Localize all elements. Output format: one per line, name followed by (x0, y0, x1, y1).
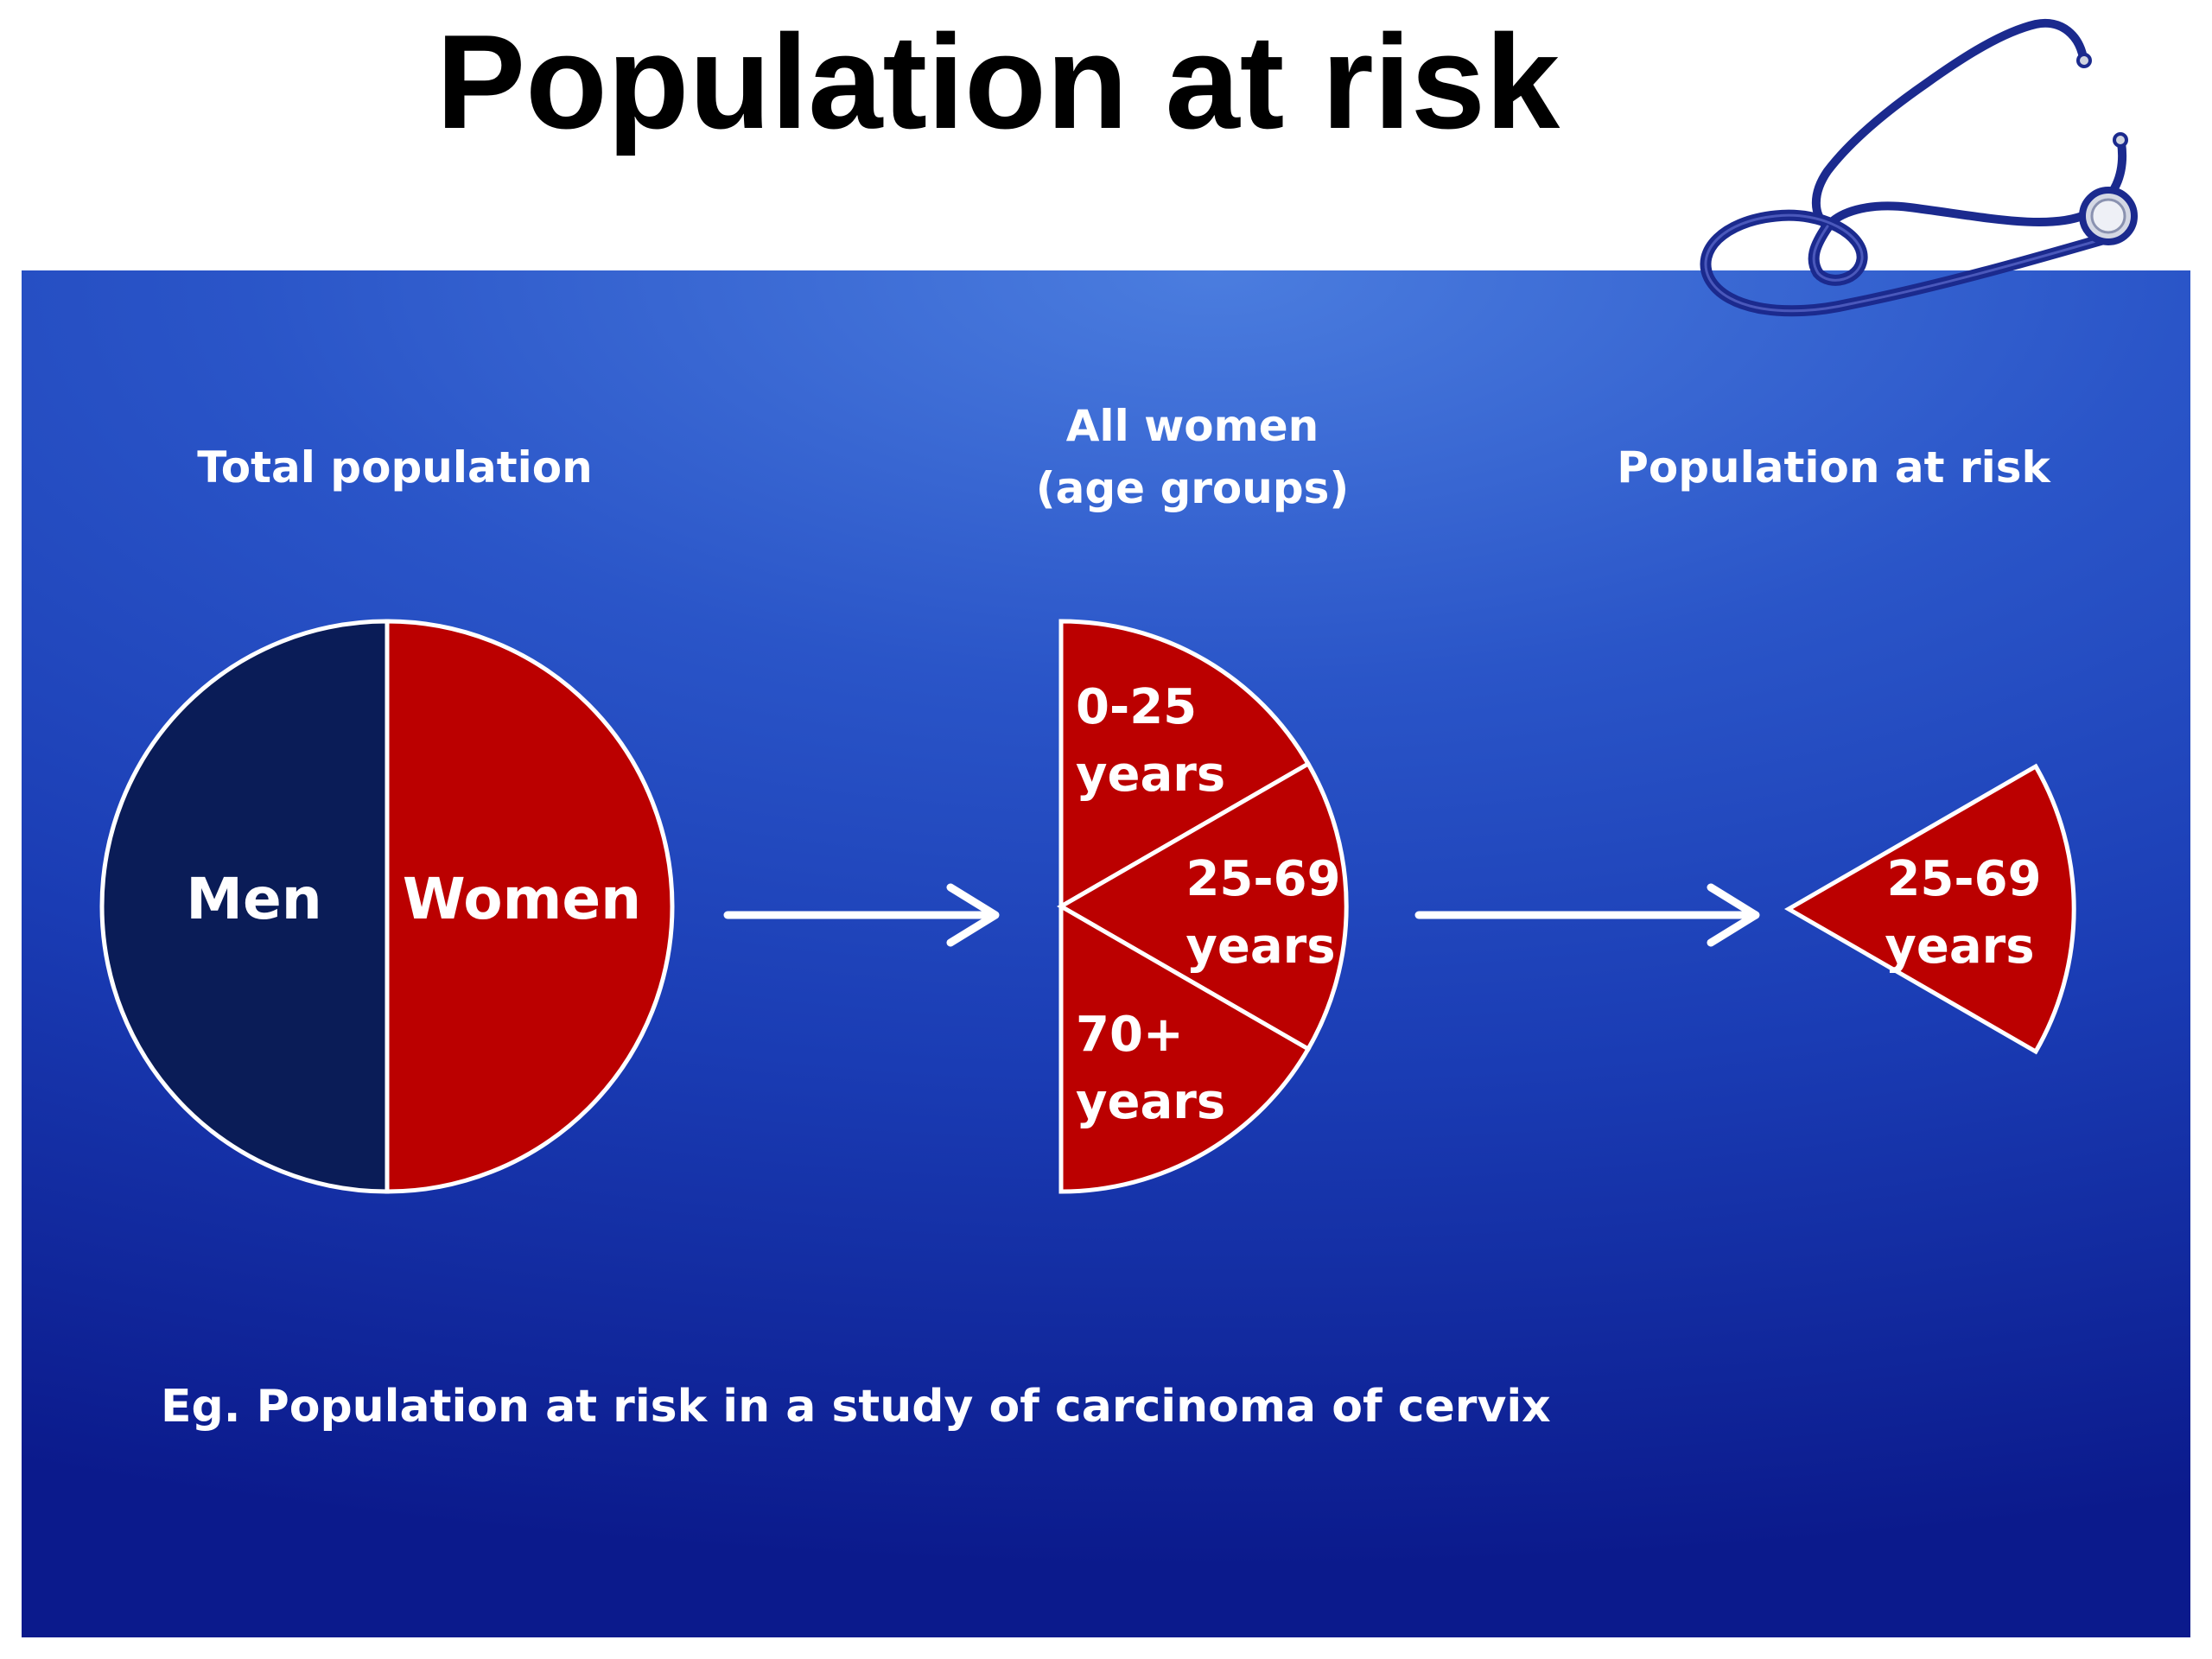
all-women-heading: All women (1066, 401, 1319, 451)
men-slice (99, 619, 390, 1194)
age-group-0-25-slice (1058, 619, 1312, 911)
age-group-70-plus-years: years (1076, 1074, 1225, 1130)
arrow-right-icon (723, 883, 1000, 947)
age-group-70-plus-slice (1058, 902, 1312, 1194)
example-note: Eg. Population at risk in a study of car… (161, 1381, 1551, 1433)
at-risk-25-69-label: 25-69 (1886, 851, 2041, 907)
total-population-pie: Men Women (99, 619, 675, 1194)
slide-title: Population at risk (435, 7, 1560, 156)
at-risk-25-69-years: years (1885, 918, 2034, 975)
total-population-heading: Total population (197, 442, 592, 493)
stethoscope-icon (1700, 18, 2138, 317)
at-risk-25-69-slice (1783, 763, 2076, 1055)
population-at-risk-wedge: 25-69 years (1783, 763, 2076, 1055)
age-group-25-69-label: 25-69 (1185, 851, 1340, 907)
age-group-25-69-years: years (1185, 918, 1335, 975)
age-group-25-69-slice (1056, 760, 1349, 1052)
age-group-0-25-years: years (1076, 747, 1225, 803)
age-groups-heading: (age groups) (1036, 463, 1350, 513)
women-slice (385, 619, 675, 1194)
women-age-groups-pie: 0-25 years 25-69 years 70+ years (1056, 619, 1349, 1194)
arrow-right-icon (1414, 883, 1760, 947)
age-group-0-25-label: 0-25 (1076, 679, 1197, 735)
age-group-70-plus-label: 70+ (1076, 1007, 1184, 1063)
women-label: Women (403, 866, 641, 932)
population-at-risk-heading: Population at risk (1617, 442, 2051, 493)
men-label: Men (186, 866, 321, 932)
